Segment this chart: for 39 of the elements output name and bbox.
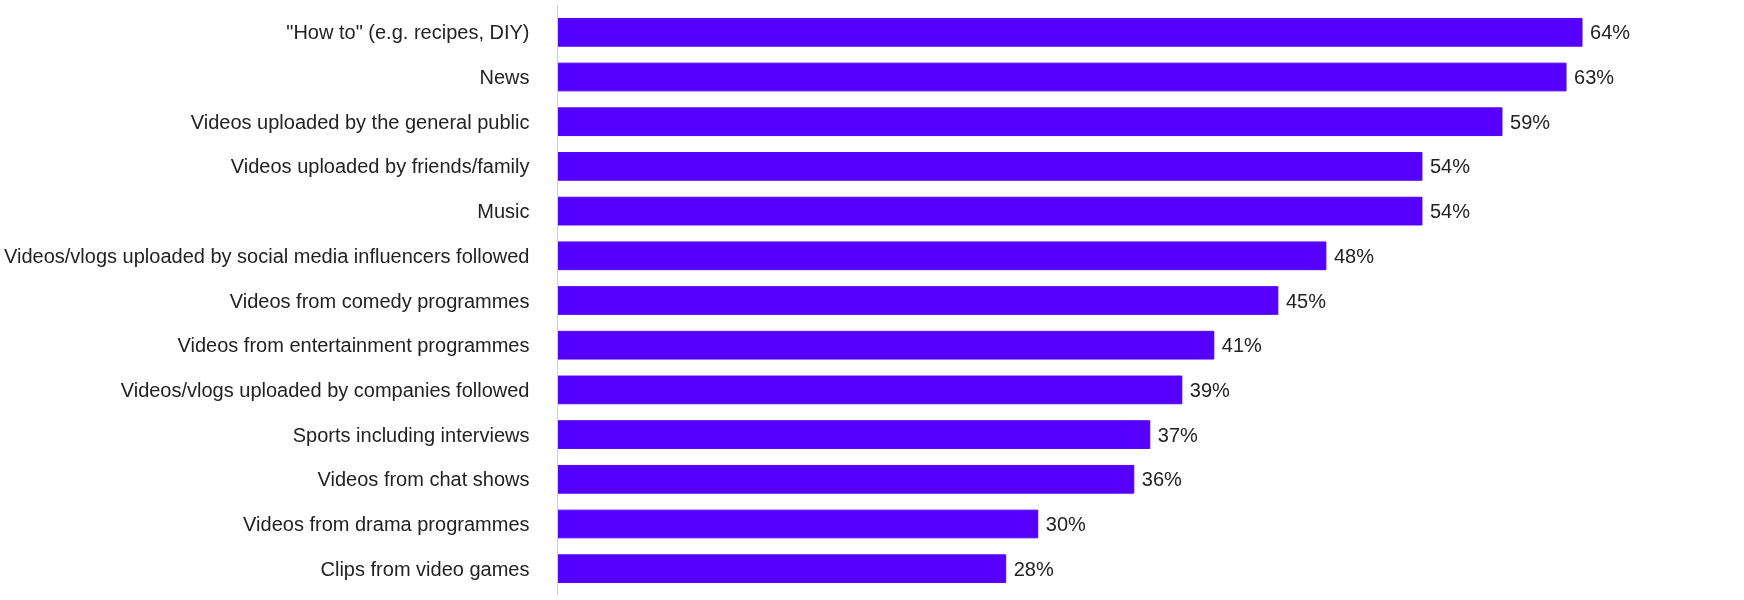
bar: [557, 330, 1215, 360]
data-label: 36%: [1141, 468, 1183, 491]
bar: [557, 464, 1135, 494]
y-tick-label: Videos uploaded by friends/family: [230, 155, 530, 178]
y-tick-label: Videos uploaded by the general public: [190, 110, 530, 133]
data-label: 54%: [1429, 200, 1471, 223]
bar: [557, 17, 1583, 47]
data-label: 48%: [1333, 244, 1375, 267]
bar: [557, 509, 1039, 539]
bar: [557, 62, 1567, 92]
y-tick-label: Music: [477, 200, 530, 223]
y-tick-label: Videos/vlogs uploaded by companies followed: [120, 378, 530, 401]
data-label: 39%: [1189, 378, 1231, 401]
data-label: 30%: [1045, 512, 1086, 535]
bar: [557, 420, 1151, 449]
bar: [557, 241, 1327, 271]
y-tick-label: Videos from drama programmes: [243, 512, 530, 535]
y-tick-label: News: [479, 66, 530, 89]
y-tick-label: "How to" (e.g. recipes, DIY): [286, 21, 530, 44]
y-tick-label: Videos from chat shows: [317, 468, 530, 491]
bar: [557, 375, 1183, 405]
y-tick-label: Sports including interviews: [292, 423, 530, 446]
bar: [557, 196, 1423, 226]
data-label: 64%: [1590, 21, 1631, 44]
data-label: 59%: [1510, 110, 1551, 133]
data-label: 28%: [1013, 557, 1054, 580]
data-label: 37%: [1157, 423, 1199, 446]
bar: [557, 554, 1007, 584]
y-tick-label: Clips from video games: [320, 557, 530, 580]
data-label: 45%: [1285, 289, 1327, 312]
y-tick-label: Videos from entertainment programmes: [177, 334, 530, 357]
data-label: 54%: [1429, 155, 1471, 178]
data-label: 63%: [1574, 66, 1615, 89]
bar: [557, 107, 1503, 137]
data-label: 41%: [1221, 334, 1263, 357]
bar: [557, 152, 1423, 181]
y-tick-label: Videos from comedy programmes: [229, 289, 530, 312]
bar: [557, 286, 1279, 315]
y-tick-label: Videos/vlogs uploaded by social media influencers followed: [3, 244, 530, 267]
